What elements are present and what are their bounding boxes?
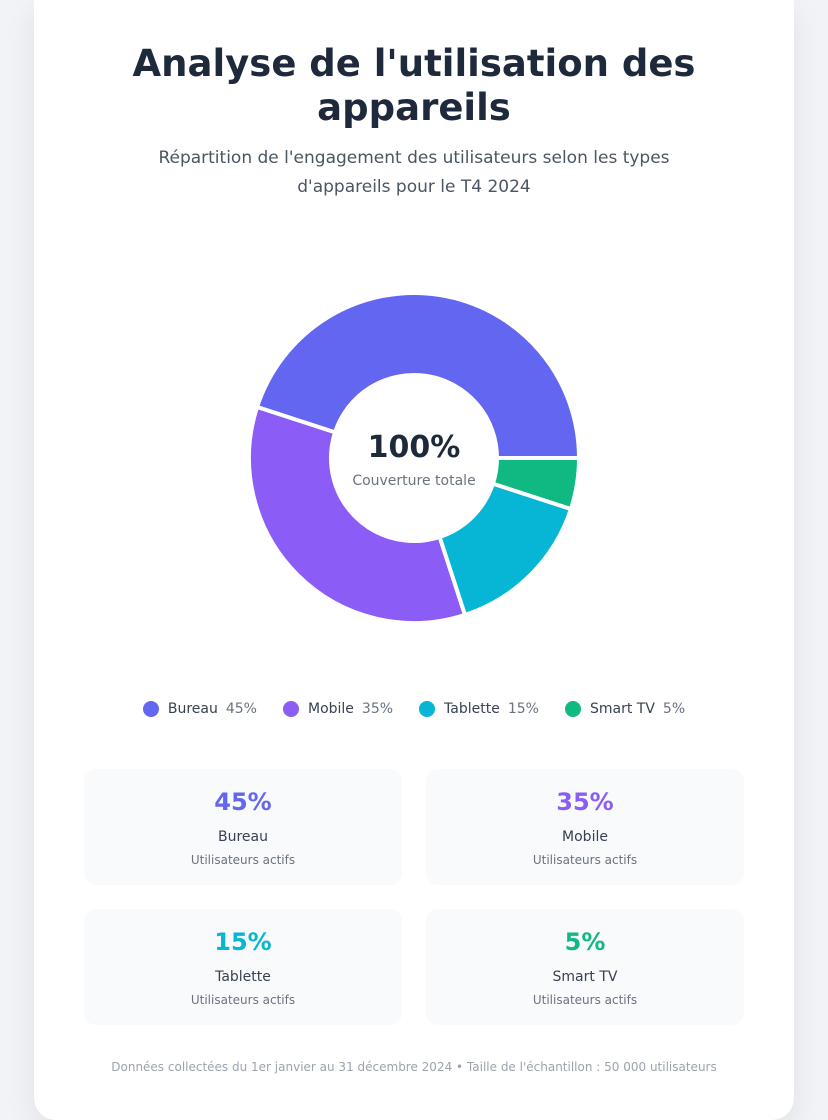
stat-name: Bureau bbox=[218, 829, 268, 845]
stat-card-bureau: 45% Bureau Utilisateurs actifs bbox=[84, 769, 402, 885]
legend-percent: 5% bbox=[662, 701, 686, 717]
footer-note: Données collectées du 1er janvier au 31 … bbox=[111, 1060, 717, 1074]
page-title: Analyse de l'utilisation des appareils bbox=[132, 42, 696, 129]
donut-chart: 100% Couverture totale bbox=[247, 291, 581, 625]
stat-caption: Utilisateurs actifs bbox=[190, 993, 296, 1007]
stat-card-smart-tv: 5% Smart TV Utilisateurs actifs bbox=[426, 909, 744, 1025]
stat-value: 5% bbox=[564, 928, 606, 956]
chart-legend: Bureau 45% Mobile 35% Tablette 15% Smart… bbox=[34, 698, 794, 720]
legend-item-mobile[interactable]: Mobile 35% bbox=[282, 701, 394, 717]
legend-dot-mobile bbox=[282, 701, 299, 717]
stat-card-mobile: 35% Mobile Utilisateurs actifs bbox=[426, 769, 744, 885]
legend-dot-tablette bbox=[419, 701, 436, 717]
stat-value: 45% bbox=[214, 788, 272, 816]
stat-name: Mobile bbox=[562, 829, 608, 845]
page-subtitle: Répartition de l'engagement des utilisat… bbox=[158, 148, 670, 197]
legend-label: Smart TV bbox=[589, 701, 655, 717]
legend-item-smart-tv[interactable]: Smart TV 5% bbox=[564, 701, 686, 717]
stat-value: 15% bbox=[214, 928, 272, 956]
stat-caption: Utilisateurs actifs bbox=[532, 853, 638, 867]
donut-slice-smart-tv[interactable] bbox=[490, 456, 581, 511]
stat-caption: Utilisateurs actifs bbox=[532, 993, 638, 1007]
chart-card: Analyse de l'utilisation des appareils R… bbox=[34, 0, 794, 1120]
stat-name: Smart TV bbox=[552, 969, 618, 985]
stat-value: 35% bbox=[556, 788, 614, 816]
stat-card-tablette: 15% Tablette Utilisateurs actifs bbox=[84, 909, 402, 1025]
legend-item-tablette[interactable]: Tablette 15% bbox=[419, 701, 539, 717]
legend-percent: 15% bbox=[507, 701, 539, 717]
legend-percent: 35% bbox=[361, 701, 394, 717]
donut-slice-mobile[interactable] bbox=[247, 405, 467, 625]
donut-slice-bureau[interactable] bbox=[255, 291, 581, 460]
legend-percent: 45% bbox=[225, 701, 257, 717]
center-label: Couverture totale bbox=[352, 473, 475, 489]
stat-caption: Utilisateurs actifs bbox=[190, 853, 296, 867]
legend-label: Mobile bbox=[307, 701, 354, 717]
legend-dot-smart-tv bbox=[564, 701, 581, 717]
stat-name: Tablette bbox=[215, 969, 271, 985]
legend-label: Tablette bbox=[444, 701, 500, 717]
legend-label: Bureau bbox=[167, 701, 218, 717]
legend-dot-bureau bbox=[142, 701, 159, 717]
legend-item-bureau[interactable]: Bureau 45% bbox=[142, 701, 257, 717]
center-value: 100% bbox=[368, 430, 461, 465]
